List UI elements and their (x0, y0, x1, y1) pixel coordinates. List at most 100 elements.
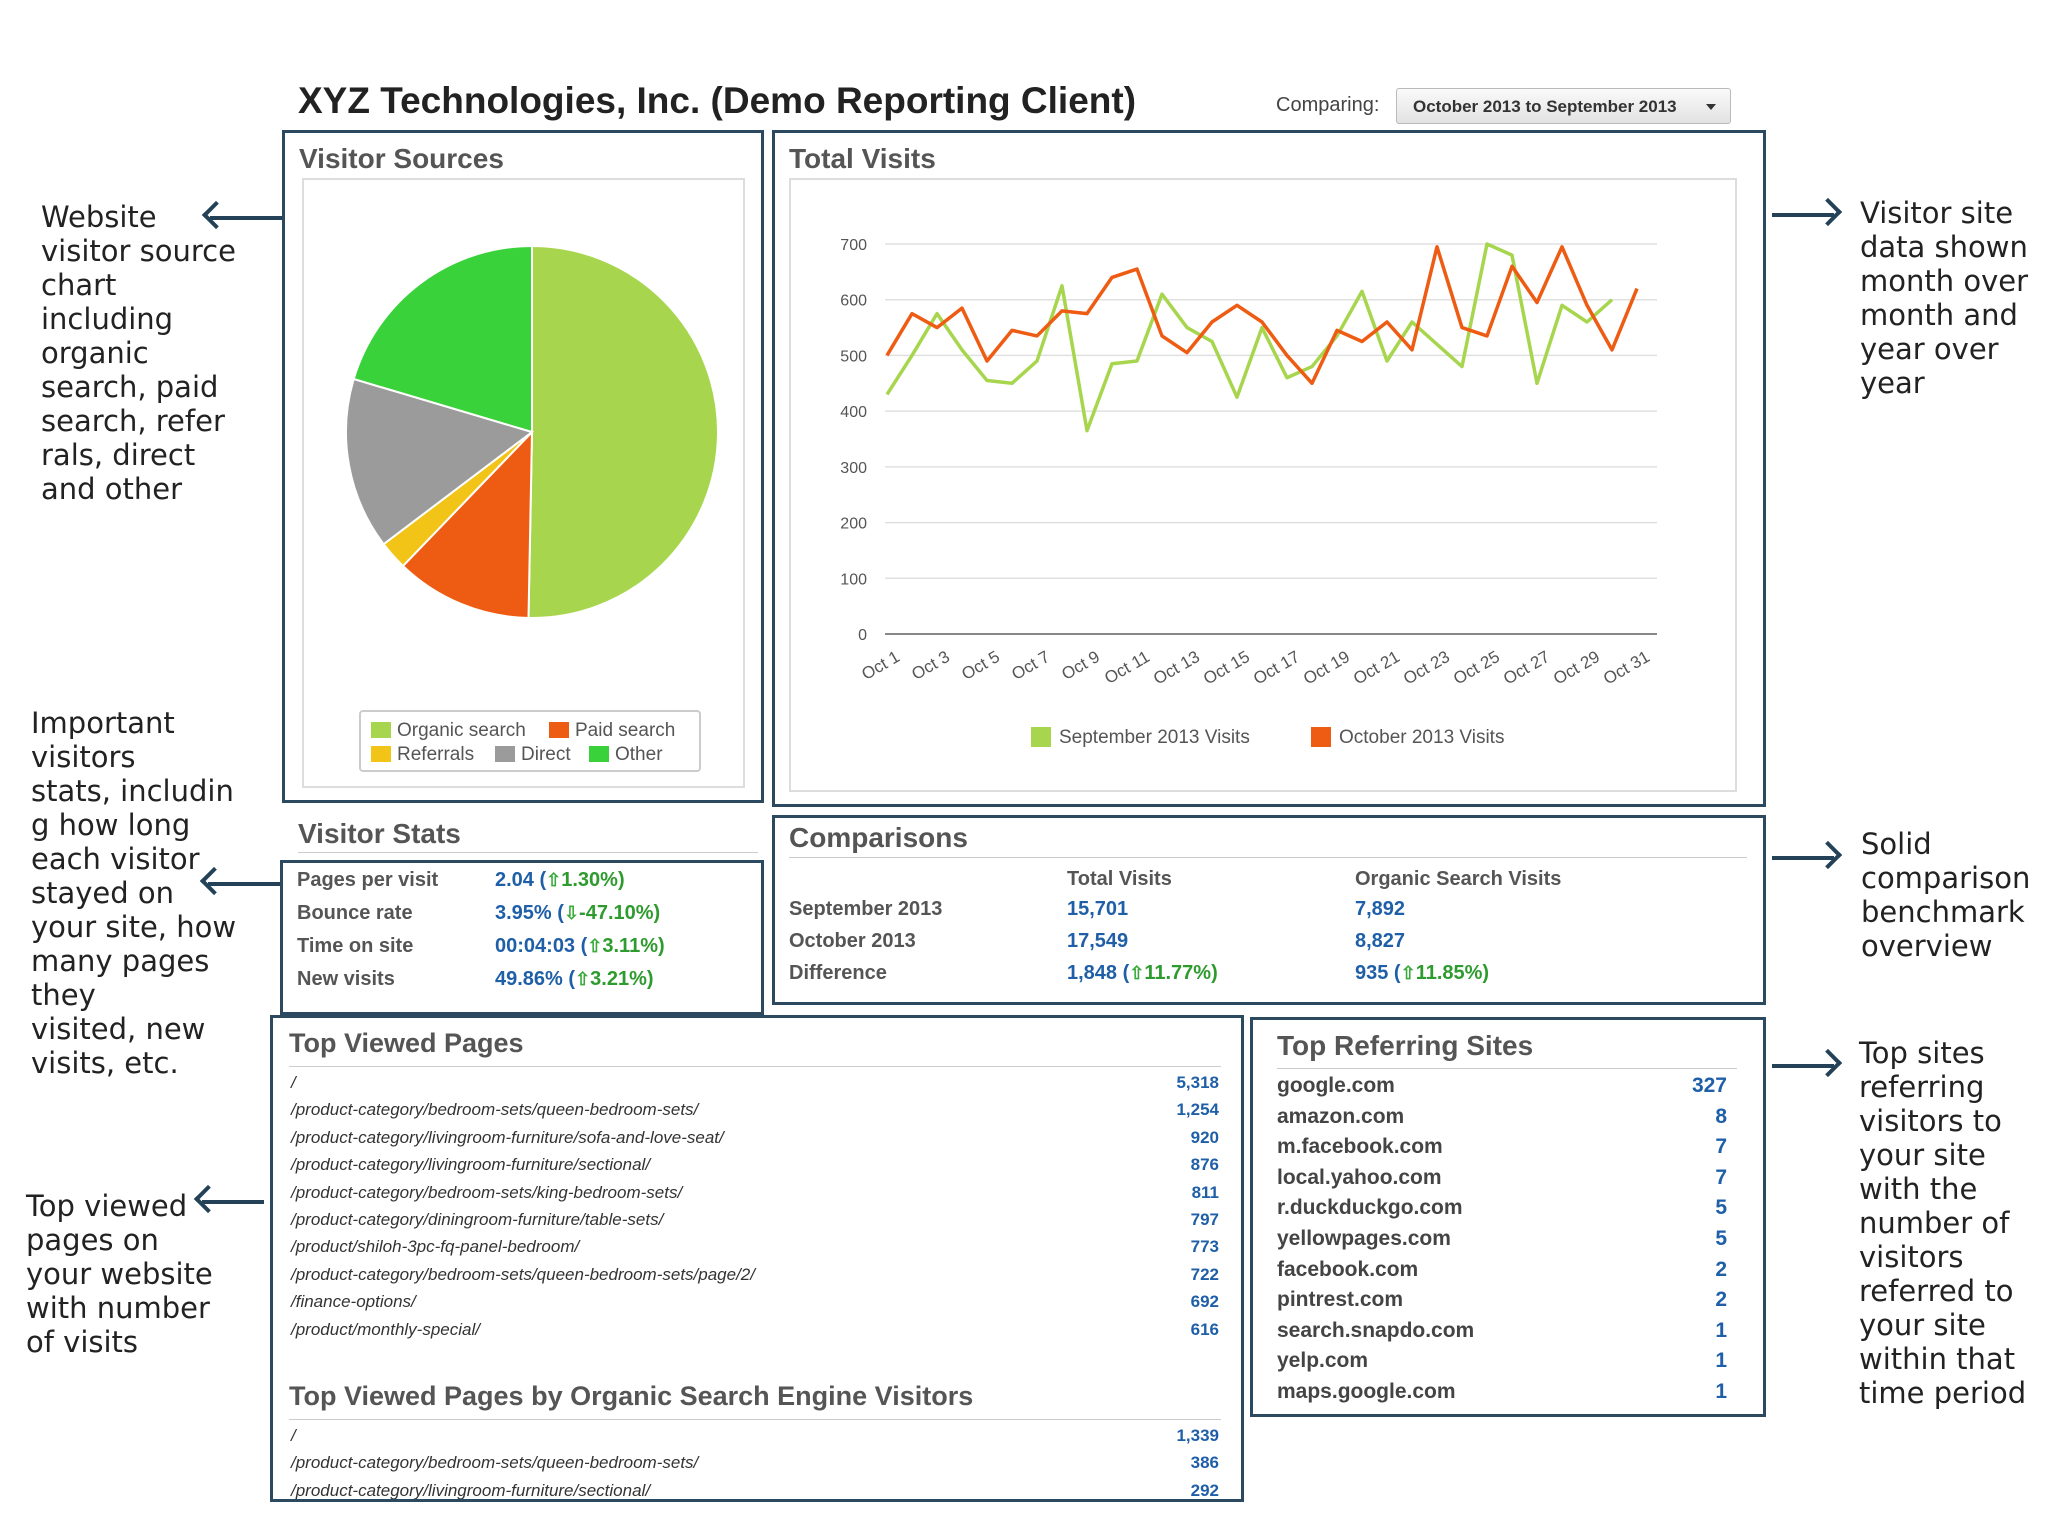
referral-count: 7 (1715, 1135, 1727, 1159)
list-item[interactable]: pintrest.com 2 (1277, 1288, 1727, 1318)
page-path: /product-category/bedroom-sets/king-bedr… (291, 1182, 683, 1202)
top-organic-pages-title: Top Viewed Pages by Organic Search Engin… (289, 1381, 974, 1411)
list-item[interactable]: /product-category/livingroom-furniture/s… (291, 1481, 1219, 1499)
arrow-up-icon: ⇧ (575, 969, 591, 989)
arrow-left-icon (208, 882, 280, 886)
list-item[interactable]: r.duckduckgo.com 5 (1277, 1196, 1727, 1226)
list-item[interactable]: /product/shiloh-3pc-fq-panel-bedroom/773 (291, 1237, 1219, 1264)
divider (789, 857, 1747, 858)
list-item[interactable]: /product-category/livingroom-furniture/s… (291, 1128, 1219, 1155)
y-tick-label: 200 (840, 516, 867, 533)
list-item[interactable]: search.snapdo.com 1 (1277, 1319, 1727, 1349)
x-tick-label: Oct 31 (1600, 647, 1653, 689)
x-tick-label: Oct 19 (1300, 647, 1353, 689)
stat-value: 00:04:03 ( ⇧ 3.11%) (495, 935, 665, 958)
list-item[interactable]: yellowpages.com 5 (1277, 1227, 1727, 1257)
y-tick-label: 600 (840, 293, 867, 310)
list-item[interactable]: m.facebook.com 7 (1277, 1135, 1727, 1165)
stat-label: Bounce rate (297, 902, 413, 924)
list-item[interactable]: yelp.com 1 (1277, 1349, 1727, 1379)
list-item[interactable]: amazon.com 8 (1277, 1105, 1727, 1135)
arrow-right-icon (1772, 213, 1834, 217)
referral-count: 5 (1715, 1196, 1727, 1220)
legend-label[interactable]: October 2013 Visits (1339, 727, 1504, 748)
y-tick-label: 500 (840, 348, 867, 365)
list-item[interactable]: /product-category/bedroom-sets/queen-bed… (291, 1265, 1219, 1292)
top-viewed-pages-panel: Top Viewed Pages / 5,318/product-category… (270, 1015, 1244, 1502)
referring-site: amazon.com (1277, 1104, 1405, 1128)
visitor-stats-panel: Pages per visit 2.04 ( ⇧ 1.30%) Bounce rat… (280, 860, 764, 1015)
x-tick-label: Oct 17 (1250, 647, 1303, 689)
legend-swatch (371, 722, 391, 738)
list-item[interactable]: /product-category/livingroom-furniture/s… (291, 1155, 1219, 1182)
list-item[interactable]: / 5,318 (291, 1073, 1219, 1100)
comparison-total-visits: 17,549 (1067, 930, 1128, 953)
referral-count: 1 (1715, 1349, 1727, 1373)
page-path: /product-category/diningroom-furniture/t… (291, 1210, 664, 1229)
pie-slice-other[interactable] (352, 244, 533, 434)
comparisons-panel: Comparisons Total Visits Organic Search … (772, 815, 1766, 1005)
list-item[interactable]: /product-category/bedroom-sets/queen-bed… (291, 1100, 1219, 1127)
arrow-up-icon: ⇧ (587, 936, 603, 956)
comparison-total-value: 15,701 (1067, 898, 1129, 920)
comparison-total-value: 17,549 (1067, 930, 1129, 952)
legend-item-organic-search[interactable]: Organic search (371, 720, 526, 742)
comparison-organic-change: 11.85%) (1415, 962, 1490, 984)
list-item[interactable]: facebook.com 2 (1277, 1258, 1727, 1288)
arrow-right-icon (1772, 856, 1834, 860)
annotation-top-viewed: Top viewed pages on your website with nu… (26, 1189, 213, 1359)
legend-item-paid-search[interactable]: Paid search (549, 720, 675, 742)
stat-value-text: 3.95% ( (495, 902, 564, 924)
legend-item-other[interactable]: Other (589, 744, 663, 766)
visit-count: 876 (1190, 1155, 1219, 1175)
x-tick-label: Oct 7 (1008, 647, 1053, 684)
comparison-organic-value: 8,827 (1355, 930, 1406, 952)
referring-site: pintrest.com (1277, 1288, 1404, 1312)
stat-change: -47.10%) (579, 902, 661, 924)
legend-item-referrals[interactable]: Referrals (371, 744, 474, 766)
list-item[interactable]: / 1,339 (291, 1426, 1219, 1453)
list-item[interactable]: /product/monthly-special/616 (291, 1320, 1219, 1347)
visit-count: 773 (1190, 1237, 1219, 1257)
comparison-organic-value: 7,892 (1355, 898, 1406, 920)
stat-label: Time on site (297, 935, 414, 957)
top-referring-sites-panel: Top Referring Sites google.com 327 amazon.… (1250, 1017, 1766, 1417)
comparing-period-select[interactable]: October 2013 to September 2013 (1396, 88, 1731, 124)
legend-item-direct[interactable]: Direct (495, 744, 571, 766)
line-chart-frame: 0 100 200 300 400 500 600 700 Oct 1 Oct 3 Oct 5 Oct… (789, 178, 1737, 792)
visit-count: 386 (1190, 1453, 1219, 1473)
x-tick-label: Oct 15 (1200, 647, 1253, 689)
page-path: /product-category/bedroom-sets/queen-bed… (291, 1100, 699, 1120)
stat-change: 1.30%) (561, 869, 625, 891)
series-line-october[interactable] (885, 245, 1639, 386)
referring-site: local.yahoo.com (1277, 1165, 1442, 1189)
referring-site: search.snapdo.com (1277, 1318, 1475, 1342)
list-item[interactable]: /product-category/bedroom-sets/queen-bed… (291, 1453, 1219, 1480)
arrow-left-icon (210, 216, 282, 220)
referral-count: 5 (1715, 1227, 1727, 1250)
divider (289, 1066, 1221, 1067)
pie-slice-direct[interactable] (345, 377, 535, 546)
stat-value: 3.95% ( ⇩ -47.10%) (495, 902, 660, 925)
list-item[interactable]: maps.google.com 1 (1277, 1380, 1727, 1410)
y-tick-label: 100 (840, 571, 867, 588)
series-line-september[interactable] (885, 242, 1614, 433)
legend-label[interactable]: September 2013 Visits (1059, 727, 1250, 748)
list-item[interactable]: /finance-options/692 (291, 1292, 1219, 1319)
list-item[interactable]: /product-category/bedroom-sets/king-bedr… (291, 1183, 1219, 1210)
page-path: /product/shiloh-3pc-fq-panel-bedroom/ (291, 1237, 580, 1257)
legend-swatch (549, 722, 569, 738)
top-viewed-pages-list: / 5,318/product-category/bedroom-sets/que… (291, 1073, 1219, 1363)
pie-slice-paid-search[interactable] (401, 429, 534, 619)
referring-site: r.duckduckgo.com (1277, 1196, 1463, 1220)
page-path: / (291, 1426, 296, 1445)
list-item[interactable]: local.yahoo.com 7 (1277, 1166, 1727, 1196)
stat-value: 2.04 ( ⇧ 1.30%) (495, 869, 625, 892)
arrow-right-icon (1772, 1064, 1834, 1068)
list-item[interactable]: /product-category/diningroom-furniture/t… (291, 1210, 1219, 1237)
pie-slice-organic-search[interactable] (527, 244, 719, 619)
comparison-total-visits: 15,701 (1067, 898, 1128, 921)
list-item[interactable]: google.com 327 (1277, 1074, 1727, 1104)
x-tick-label: Oct 27 (1500, 647, 1553, 689)
